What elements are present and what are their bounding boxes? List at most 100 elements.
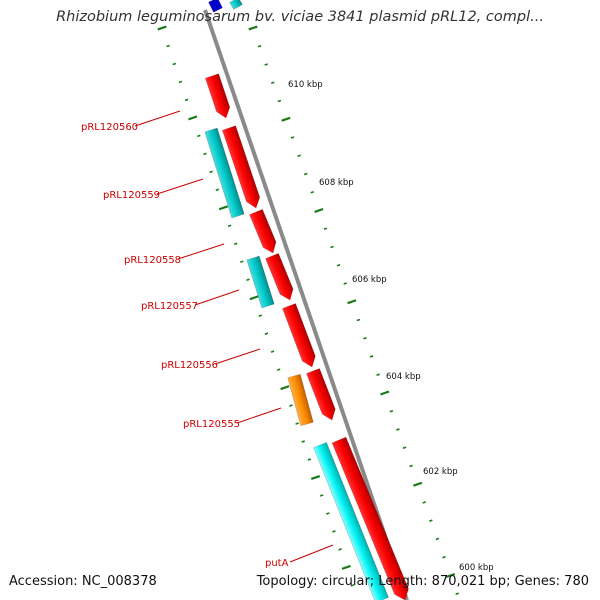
tick-mark-inner (258, 314, 263, 317)
gene-label: pRL120559 (103, 190, 160, 201)
map-title: Rhizobium leguminosarum bv. viciae 3841 … (56, 9, 544, 25)
gene-label: pRL120557 (141, 301, 198, 312)
tick-mark-inner (338, 548, 342, 551)
gene-label-leader (134, 110, 181, 127)
tick-mark-inner (264, 332, 269, 335)
gene-label-leader (214, 348, 261, 365)
tick-mark-outer (264, 63, 268, 66)
tick-mark-inner (184, 98, 189, 102)
tick-mark-inner (319, 494, 324, 497)
gene-arrow-pRL120560 (204, 73, 231, 119)
tick-mark-outer (290, 136, 295, 139)
tick-mark-outer (422, 501, 427, 504)
tick-mark-outer (455, 592, 459, 595)
tick-mark-outer (248, 25, 258, 31)
tick-mark-inner (350, 584, 355, 587)
sequence-info: Topology: circular; Length: 870,021 bp; … (256, 574, 589, 589)
tick-mark-inner (240, 260, 244, 264)
tick-mark-inner (246, 278, 250, 281)
tick-mark-outer (413, 481, 423, 487)
tick-mark-outer (314, 207, 324, 213)
gene-label: pRL120558 (124, 255, 181, 266)
gene-features (204, 0, 409, 600)
tick-mark-outer (347, 299, 357, 305)
tick-marks (157, 25, 459, 595)
tick-mark-inner (227, 224, 232, 228)
scale-label: 604 kbp (386, 372, 421, 382)
tick-mark-inner (209, 170, 213, 174)
gene-label-leader (236, 407, 282, 424)
gene-arrow-top-blue (208, 0, 223, 13)
tick-mark-outer (376, 373, 380, 376)
tick-mark-outer (363, 336, 367, 340)
tick-mark-inner (249, 295, 259, 301)
tick-mark-outer (336, 263, 341, 267)
scale-label: 608 kbp (319, 178, 354, 188)
tick-mark-inner (178, 80, 183, 84)
gene-arrow-pRL120559-red (221, 125, 261, 209)
gene-arrow-pRL120555-red (306, 368, 336, 421)
tick-mark-outer (429, 519, 433, 522)
gene-label: putA (265, 558, 289, 569)
gene-label-leader (194, 289, 240, 306)
length-text: Length: 870,021 bp (378, 574, 507, 589)
gene-label-leader (289, 544, 334, 563)
tick-mark-inner (295, 422, 299, 425)
tick-mark-inner (307, 458, 312, 461)
gene-arrow-top-cyan (229, 0, 243, 10)
gene-arrow-cyan-bottom (313, 442, 389, 600)
gene-label-leader (177, 243, 225, 260)
tick-mark-outer (303, 172, 308, 176)
tick-mark-outer (402, 446, 407, 449)
tick-mark-inner (172, 62, 177, 66)
gene-arrow-pRL120557-red (265, 252, 294, 301)
tick-mark-inner (188, 115, 198, 121)
accession-text: Accession: NC_008378 (9, 574, 157, 589)
tick-mark-inner (332, 530, 336, 533)
tick-mark-inner (218, 205, 229, 211)
scale-labels: 610 kbp 608 kbp 606 kbp 604 kbp 602 kbp 600 k… (288, 80, 494, 573)
tick-mark-inner (233, 242, 238, 246)
tick-mark-outer (356, 318, 361, 322)
gene-arrow-pRL120557-cyan (246, 255, 275, 309)
tick-mark-inner (276, 368, 281, 371)
gene-arrow-putA (331, 436, 409, 600)
tick-mark-outer (409, 464, 413, 468)
tick-mark-inner (166, 44, 170, 48)
tick-mark-outer (380, 390, 390, 396)
tick-mark-inner (341, 564, 351, 570)
tick-mark-inner (280, 385, 290, 391)
tick-mark-inner (203, 152, 207, 156)
scale-label: 600 kbp (459, 563, 494, 573)
gene-arrow-pRL120558 (249, 208, 277, 254)
gene-arrow-pRL120559-cyan (204, 127, 245, 219)
backbone-line (203, 9, 409, 600)
topology-text: Topology: circular (256, 574, 370, 589)
tick-mark-outer (389, 409, 394, 413)
tick-mark-outer (445, 572, 456, 578)
tick-mark-outer (396, 428, 400, 431)
tick-mark-outer (257, 44, 262, 48)
gene-label: pRL120560 (81, 122, 138, 133)
gene-label: pRL120555 (183, 419, 240, 430)
gene-label: pRL120556 (161, 360, 218, 371)
tick-mark-inner (270, 350, 275, 353)
tick-mark-outer (281, 116, 291, 122)
tick-mark-inner (301, 440, 306, 443)
tick-mark-outer (330, 245, 334, 249)
tick-mark-inner (157, 25, 167, 31)
tick-mark-inner (197, 134, 201, 138)
gene-label-leader (156, 178, 204, 195)
tick-mark-inner (215, 188, 220, 192)
scale-label: 606 kbp (352, 275, 387, 285)
tick-mark-outer (297, 154, 301, 158)
gene-arrow-pRL120556 (282, 303, 316, 368)
tick-mark-inner (326, 512, 330, 515)
scale-label: 610 kbp (288, 80, 323, 90)
tick-mark-inner (310, 475, 321, 481)
genes-count-text: Genes: 780 (514, 574, 589, 589)
tick-mark-outer (343, 282, 347, 285)
tick-mark-outer (442, 555, 446, 559)
tick-mark-outer (310, 190, 315, 194)
